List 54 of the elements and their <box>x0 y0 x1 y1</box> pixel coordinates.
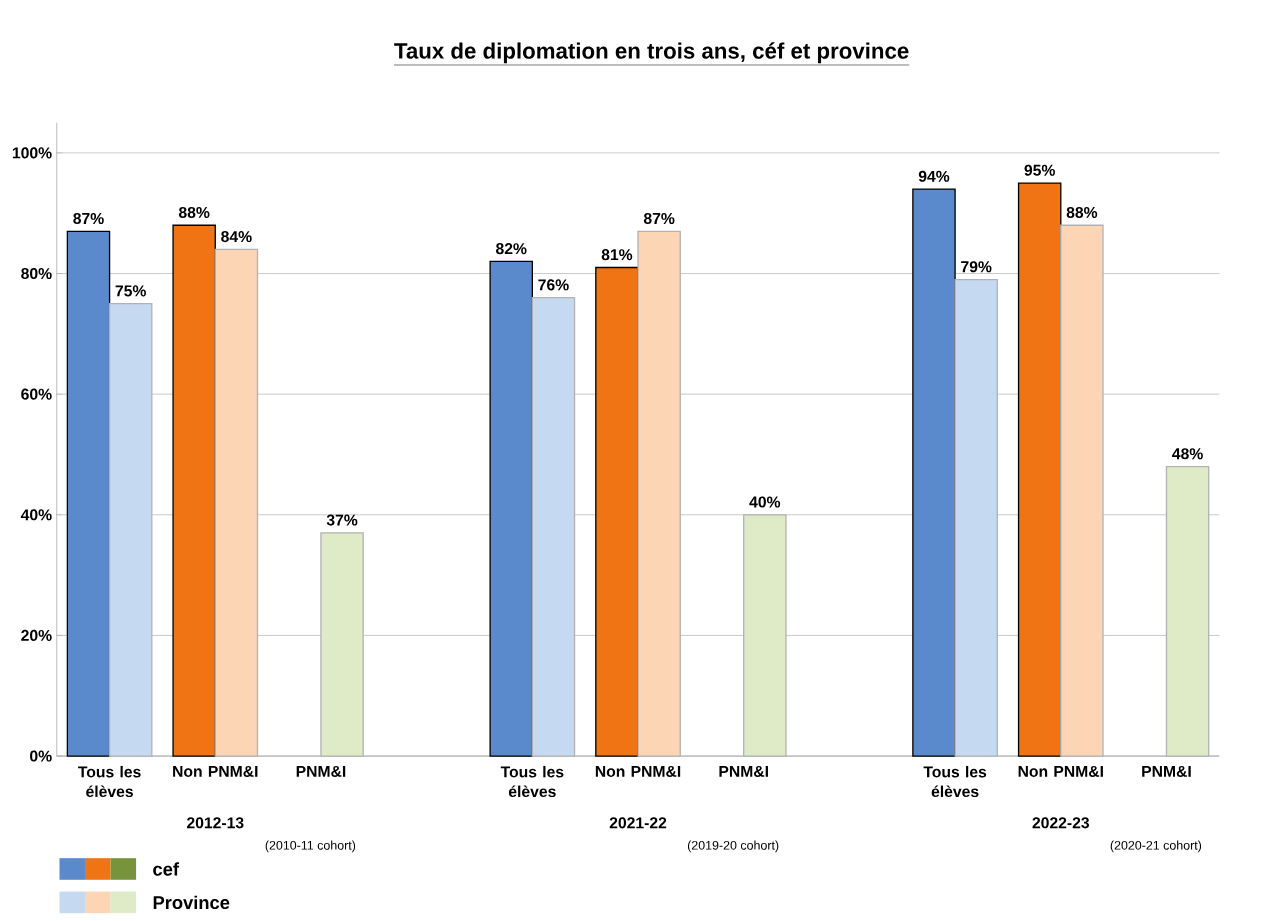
bar <box>489 260 534 757</box>
data-label: 87% <box>643 212 675 225</box>
x-tick-label: Tous les élèves <box>923 765 987 798</box>
data-label: 84% <box>221 231 252 243</box>
bar <box>214 248 259 757</box>
x-tick-label: Non PNM&I <box>173 765 258 777</box>
bar <box>912 188 956 757</box>
bar <box>66 230 111 757</box>
bar <box>531 296 576 757</box>
bar <box>954 278 998 757</box>
data-label: 87% <box>73 212 104 225</box>
bar <box>172 224 216 757</box>
data-label: 76% <box>538 279 569 291</box>
text: (2019-20 cohort) <box>687 840 779 853</box>
bar <box>743 514 787 757</box>
bar <box>637 230 681 757</box>
x-tick-label: Non PNM&I <box>1018 765 1103 777</box>
bar <box>108 303 153 757</box>
text: (2010-11 cohort) <box>265 840 356 853</box>
bar <box>1060 224 1104 757</box>
data-label: 40% <box>749 496 781 508</box>
bar <box>1017 182 1062 757</box>
y-tick-label: 60% <box>21 388 52 400</box>
text: (2020-21 cohort) <box>1110 840 1202 853</box>
x-tick-label: Non PNM&I <box>595 765 681 777</box>
data-label: 75% <box>115 285 146 297</box>
data-label: 79% <box>961 261 992 273</box>
bar <box>1165 465 1210 757</box>
x-tick-label: Tous les élèves <box>500 765 564 798</box>
data-label: 81% <box>601 249 633 261</box>
x-tick-label: PNM&I <box>296 765 346 777</box>
data-label: 82% <box>496 243 527 255</box>
x-tick-label: PNM&I <box>1142 765 1191 777</box>
legend-label: Province <box>153 895 230 910</box>
y-tick-label: 80% <box>21 267 52 280</box>
data-label: 37% <box>326 514 358 526</box>
x-tick-label: Tous les élèves <box>78 765 141 798</box>
data-label: 48% <box>1172 448 1203 460</box>
bar <box>595 266 639 757</box>
y-tick-label: 0% <box>30 750 52 762</box>
text: 2021-22 <box>609 817 667 829</box>
legend-label: cef <box>153 862 180 876</box>
data-label: 88% <box>1066 206 1098 219</box>
data-label: 95% <box>1024 164 1055 176</box>
text: 2022-23 <box>1032 817 1090 829</box>
y-tick-label: 40% <box>20 509 52 521</box>
bar <box>320 532 364 757</box>
data-label: 88% <box>178 206 210 219</box>
chart-title: Taux de diplomation en trois ans, céf et province <box>394 42 909 64</box>
x-tick-label: PNM&I <box>719 765 768 777</box>
y-tick-label: 20% <box>21 629 52 641</box>
data-label: 94% <box>918 170 950 182</box>
y-tick-label: 100% <box>12 147 52 159</box>
text: 2012-13 <box>187 817 244 829</box>
